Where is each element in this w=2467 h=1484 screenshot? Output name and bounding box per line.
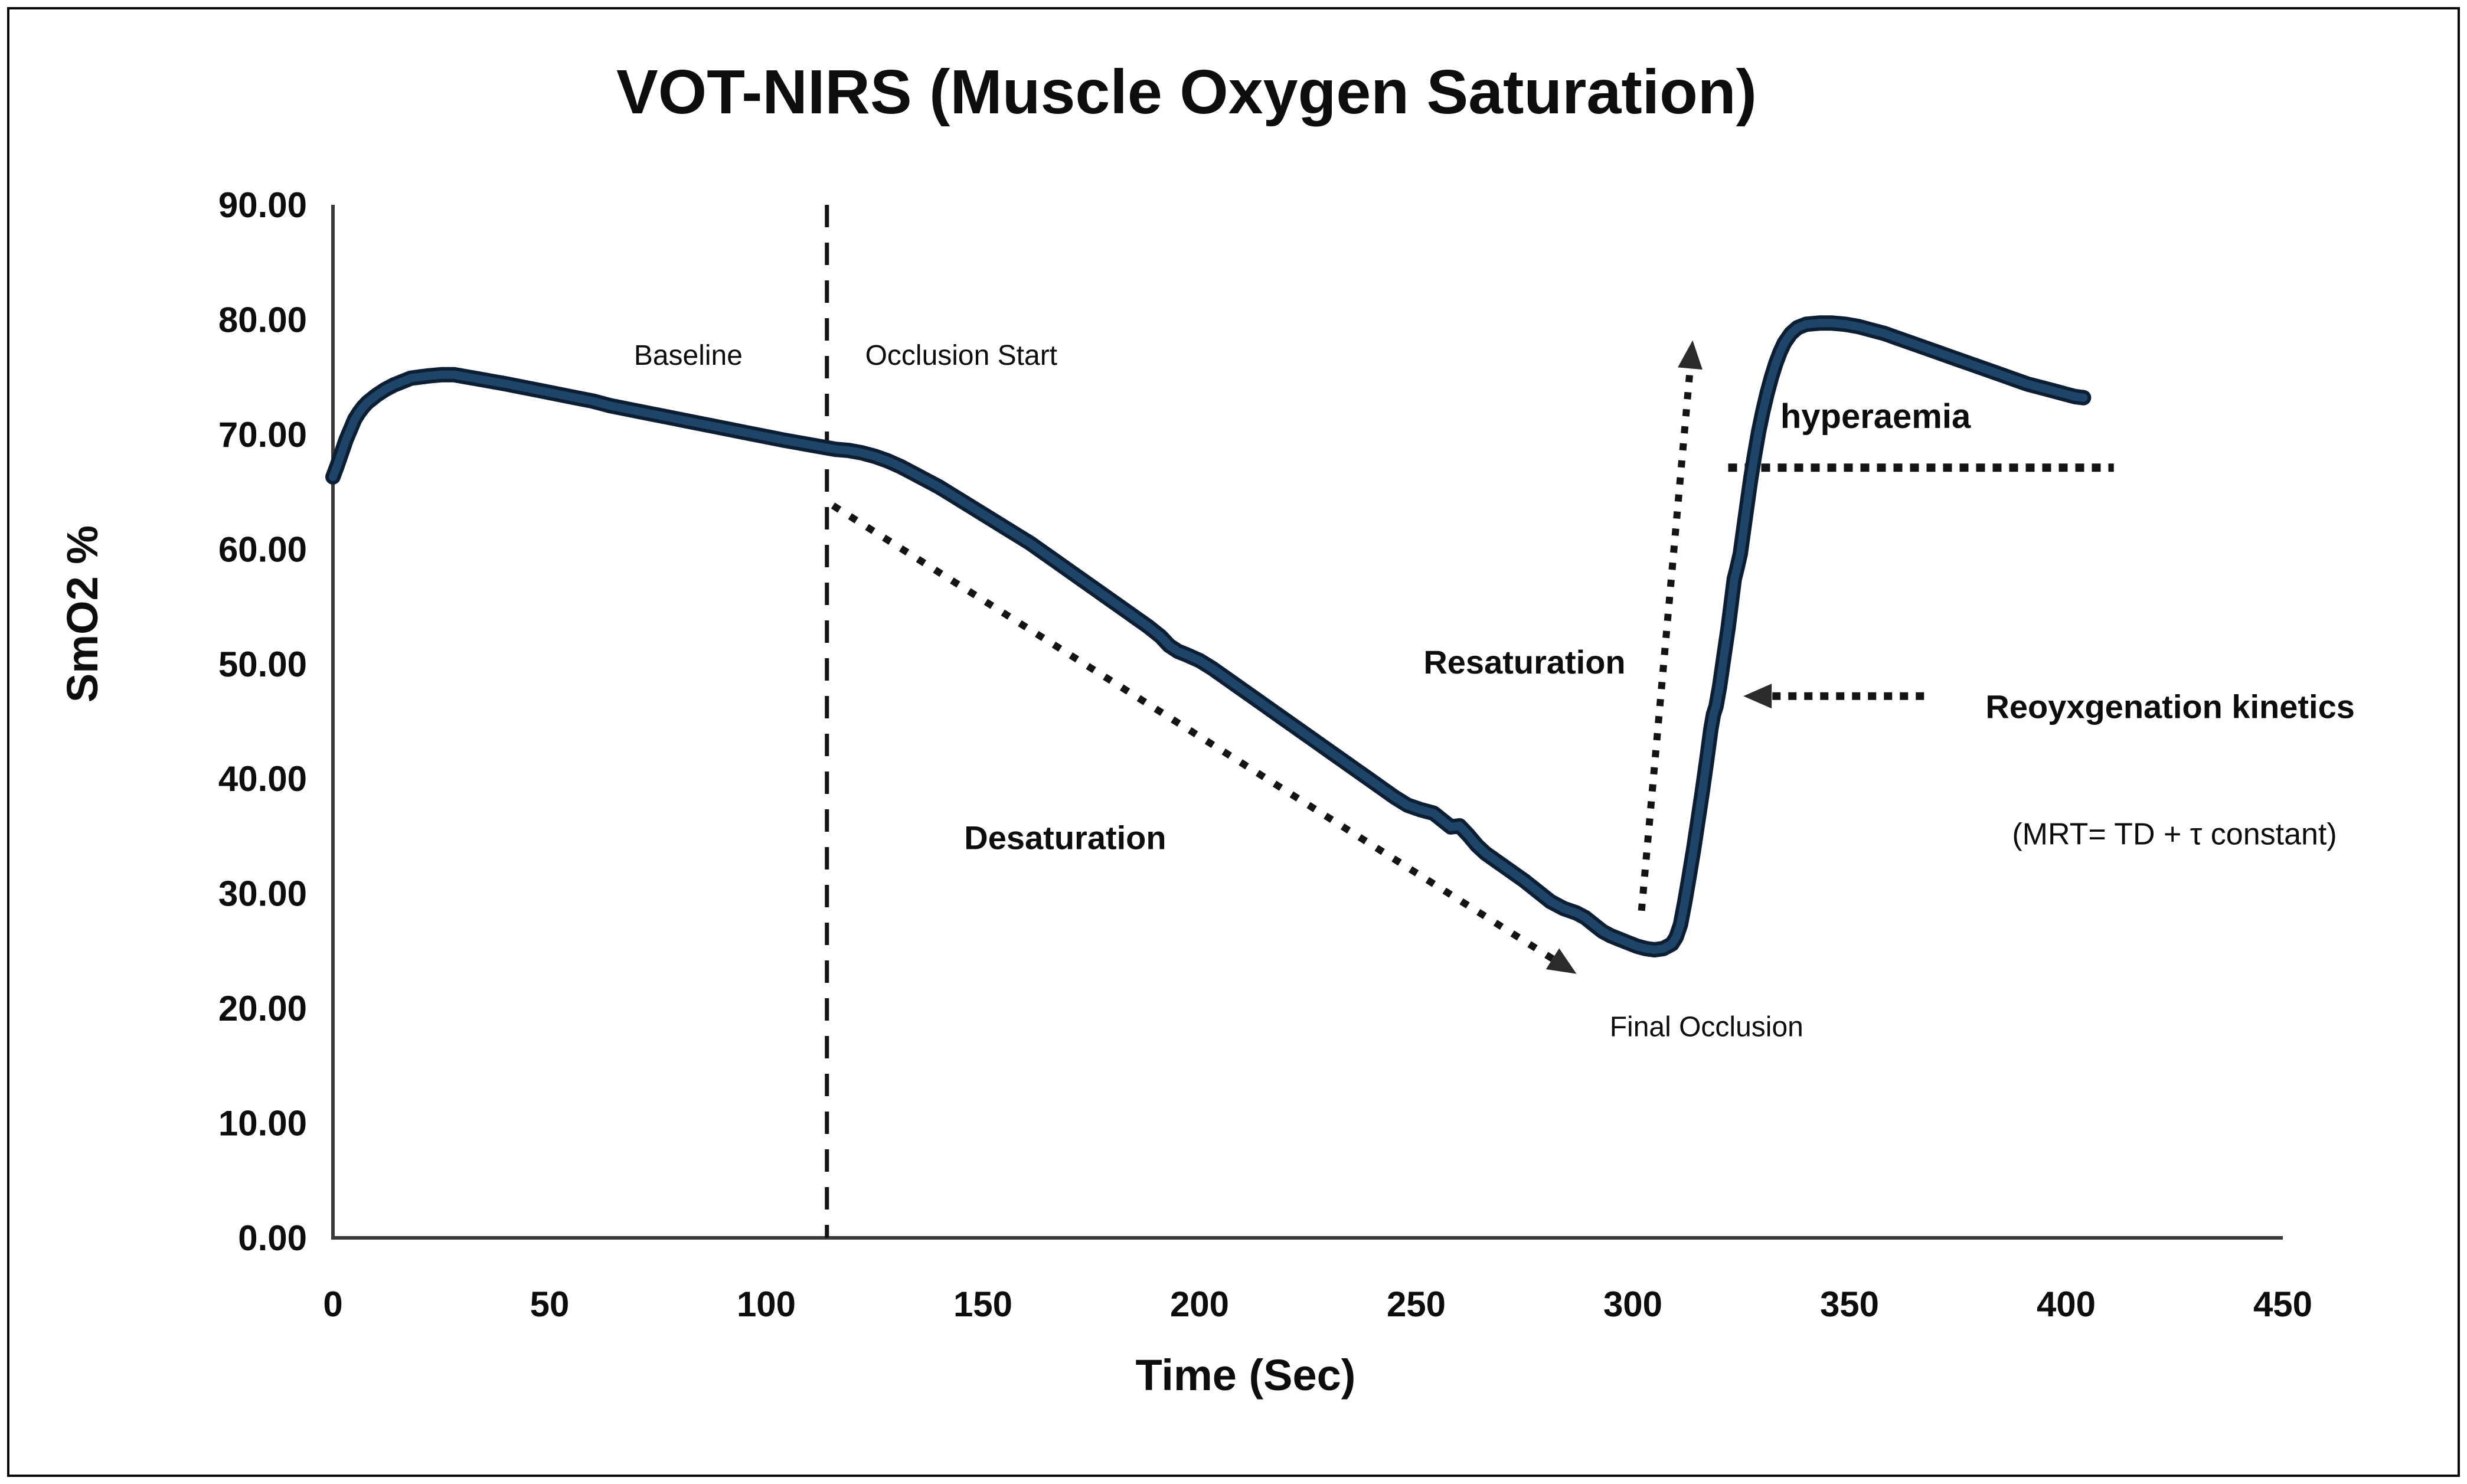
x-tick-label: 300 [1603,1284,1662,1324]
y-tick-label: 50.00 [218,645,307,684]
x-tick-label: 450 [2253,1284,2312,1324]
y-tick-label: 60.00 [218,529,307,569]
annotation-desaturation: Desaturation [964,819,1166,856]
y-tick-label: 70.00 [218,415,307,455]
chart-title: VOT-NIRS (Muscle Oxygen Saturation) [616,57,1757,127]
axis-lines [331,205,2283,1240]
y-tick-label: 40.00 [218,759,307,799]
y-tick-label: 90.00 [218,185,307,225]
x-tick-label: 350 [1820,1284,1879,1324]
x-tick-label: 250 [1387,1284,1446,1324]
annotation-final-occlusion: Final Occlusion [1610,1011,1803,1042]
annotation-mrt-formula: (MRT= TD + τ constant) [2012,818,2337,852]
y-axis-label: SmO2 % [58,525,107,702]
annotation-baseline: Baseline [634,340,743,371]
y-tick-label: 80.00 [218,300,307,339]
x-tick-label: 200 [1170,1284,1229,1324]
desaturation-arrow-head [1545,948,1577,974]
y-tick-label: 0.00 [238,1218,307,1258]
desaturation-arrow [831,502,1555,962]
annotation-reoxygenation-kinetics: Reoyxgenation kinetics [1985,688,2355,725]
x-tick-label: 150 [953,1284,1012,1324]
annotation-hyperaemia: hyperaemia [1780,397,1971,436]
x-tick-label: 100 [737,1284,796,1324]
x-tick-label: 400 [2037,1284,2096,1324]
x-axis-label: Time (Sec) [1136,1351,1356,1400]
resaturation-arrow-head [1678,340,1703,370]
y-tick-label: 30.00 [218,874,307,914]
annotation-occlusion-start: Occlusion Start [865,340,1057,371]
smo2-curve [329,319,2088,954]
x-tick-label: 50 [530,1284,570,1324]
y-tick-label: 20.00 [218,989,307,1028]
y-tick-label: 10.00 [218,1104,307,1143]
figure-frame [7,7,2460,1477]
resaturation-arrow [1638,368,1694,911]
reoxygenation-arrow-head [1743,684,1772,709]
x-tick-label: 0 [323,1284,342,1324]
annotation-resaturation: Resaturation [1423,643,1625,681]
